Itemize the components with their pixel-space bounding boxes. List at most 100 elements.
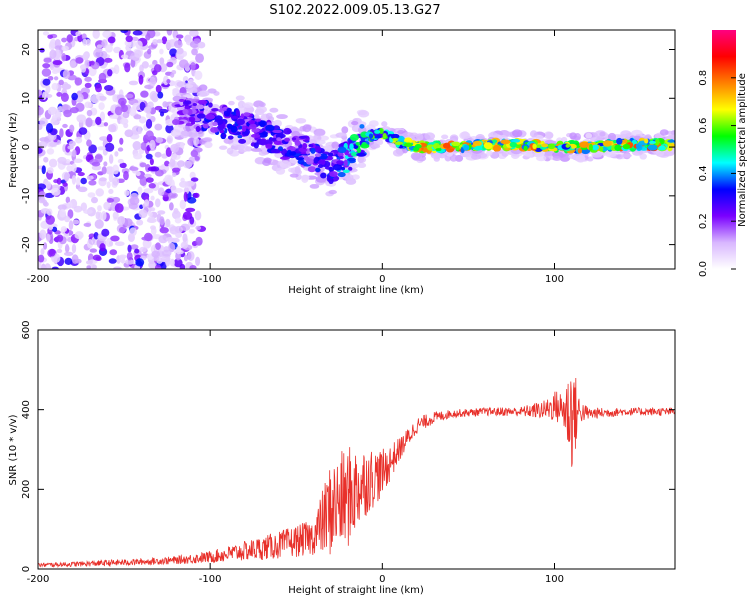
noise-blob — [103, 201, 111, 211]
ridge-blob — [210, 126, 219, 133]
ridge-blob — [483, 142, 493, 150]
noise-blob — [113, 46, 122, 54]
halo-blob — [251, 147, 263, 152]
noise-blob — [195, 256, 201, 267]
noise-blob — [138, 209, 148, 219]
spectrogram-x-tick-label: -200 — [27, 274, 50, 285]
noise-blob — [136, 219, 144, 226]
noise-blob — [147, 216, 156, 223]
noise-blob — [47, 75, 54, 81]
noise-blob — [68, 220, 74, 231]
noise-blob — [172, 172, 177, 177]
ridge-blob — [297, 159, 305, 165]
noise-blob — [59, 128, 64, 138]
noise-blob — [46, 148, 55, 155]
noise-blob — [191, 48, 198, 56]
noise-blob — [142, 238, 152, 249]
noise-blob — [169, 48, 178, 57]
noise-blob — [46, 233, 51, 242]
noise-blob — [71, 254, 79, 265]
ridge-blob — [227, 135, 234, 140]
noise-blob — [49, 248, 56, 257]
noise-blob — [132, 141, 142, 151]
noise-blob — [82, 38, 88, 46]
noise-blob — [180, 241, 189, 249]
noise-blob — [89, 248, 98, 253]
figure-title: S102.2022.009.05.13.G27 — [269, 3, 440, 18]
noise-blob — [61, 81, 69, 91]
noise-blob — [51, 69, 59, 74]
noise-blob — [85, 260, 93, 265]
colorbar-tick-label: 0.0 — [698, 261, 709, 277]
noise-blob — [189, 171, 196, 180]
ridge-blob — [329, 171, 338, 178]
noise-blob — [86, 265, 91, 269]
halo-blob — [256, 105, 267, 114]
ridge-blob — [337, 146, 347, 154]
noise-blob — [123, 170, 129, 181]
noise-blob — [94, 219, 104, 229]
noise-blob — [85, 117, 93, 128]
noise-blob — [135, 40, 143, 49]
ridge-blob — [326, 174, 331, 182]
noise-blob — [195, 53, 204, 64]
ridge-blob — [349, 143, 354, 151]
noise-blob — [188, 156, 195, 165]
ridge-blob — [211, 108, 219, 112]
ridge-blob — [226, 123, 233, 129]
noise-blob — [141, 61, 149, 69]
ridge-blob — [649, 140, 656, 144]
ridge-blob — [237, 135, 243, 139]
noise-blob — [40, 208, 50, 214]
noise-blob — [56, 234, 64, 242]
ridge-blob — [253, 142, 259, 149]
noise-blob — [56, 177, 62, 185]
noise-blob — [178, 59, 189, 69]
noise-blob — [170, 237, 180, 243]
noise-blob — [75, 57, 84, 64]
noise-blob — [45, 84, 51, 94]
ridge-blob — [374, 129, 381, 134]
noise-blob — [106, 198, 114, 203]
halo-blob — [351, 121, 359, 126]
noise-blob — [65, 158, 71, 164]
noise-blob — [129, 106, 137, 117]
noise-blob — [93, 231, 99, 240]
ridge-blob — [509, 141, 518, 148]
noise-blob — [51, 266, 59, 269]
halo-blob — [275, 167, 286, 175]
ridge-blob — [599, 146, 604, 152]
halo-blob — [226, 147, 234, 155]
noise-blob — [121, 54, 129, 59]
noise-blob — [148, 207, 156, 212]
ridge-blob — [238, 138, 247, 144]
ridge-blob — [188, 116, 196, 122]
noise-blob — [104, 142, 115, 152]
ridge-blob — [541, 143, 549, 148]
halo-blob — [552, 156, 562, 161]
noise-blob — [157, 91, 164, 99]
snr-x-tick-label: 100 — [545, 574, 564, 585]
ridge-blob — [667, 139, 675, 143]
colorbar-fill — [712, 30, 736, 269]
noise-blob — [42, 31, 50, 36]
noise-blob — [92, 30, 100, 39]
ridge-blob — [356, 147, 362, 154]
ridge-blob — [195, 104, 205, 110]
ridge-blob — [251, 128, 260, 133]
halo-blob — [331, 141, 340, 149]
noise-blob — [161, 36, 168, 45]
noise-blob — [112, 176, 120, 186]
snr-panel: -200 -100 0 100 0 200 400 600 — [21, 320, 676, 585]
noise-blob — [49, 49, 57, 60]
noise-blob — [41, 68, 52, 77]
noise-blob — [98, 72, 107, 83]
ridge-blob — [313, 157, 319, 164]
spectrogram-y-tick-label: 0 — [21, 144, 32, 150]
noise-blob — [56, 248, 63, 254]
halo-blob — [410, 152, 421, 161]
noise-blob — [91, 165, 102, 171]
snr-x-tick-label: 0 — [379, 574, 385, 585]
halo-blob — [529, 130, 538, 138]
noise-blob — [126, 251, 133, 261]
